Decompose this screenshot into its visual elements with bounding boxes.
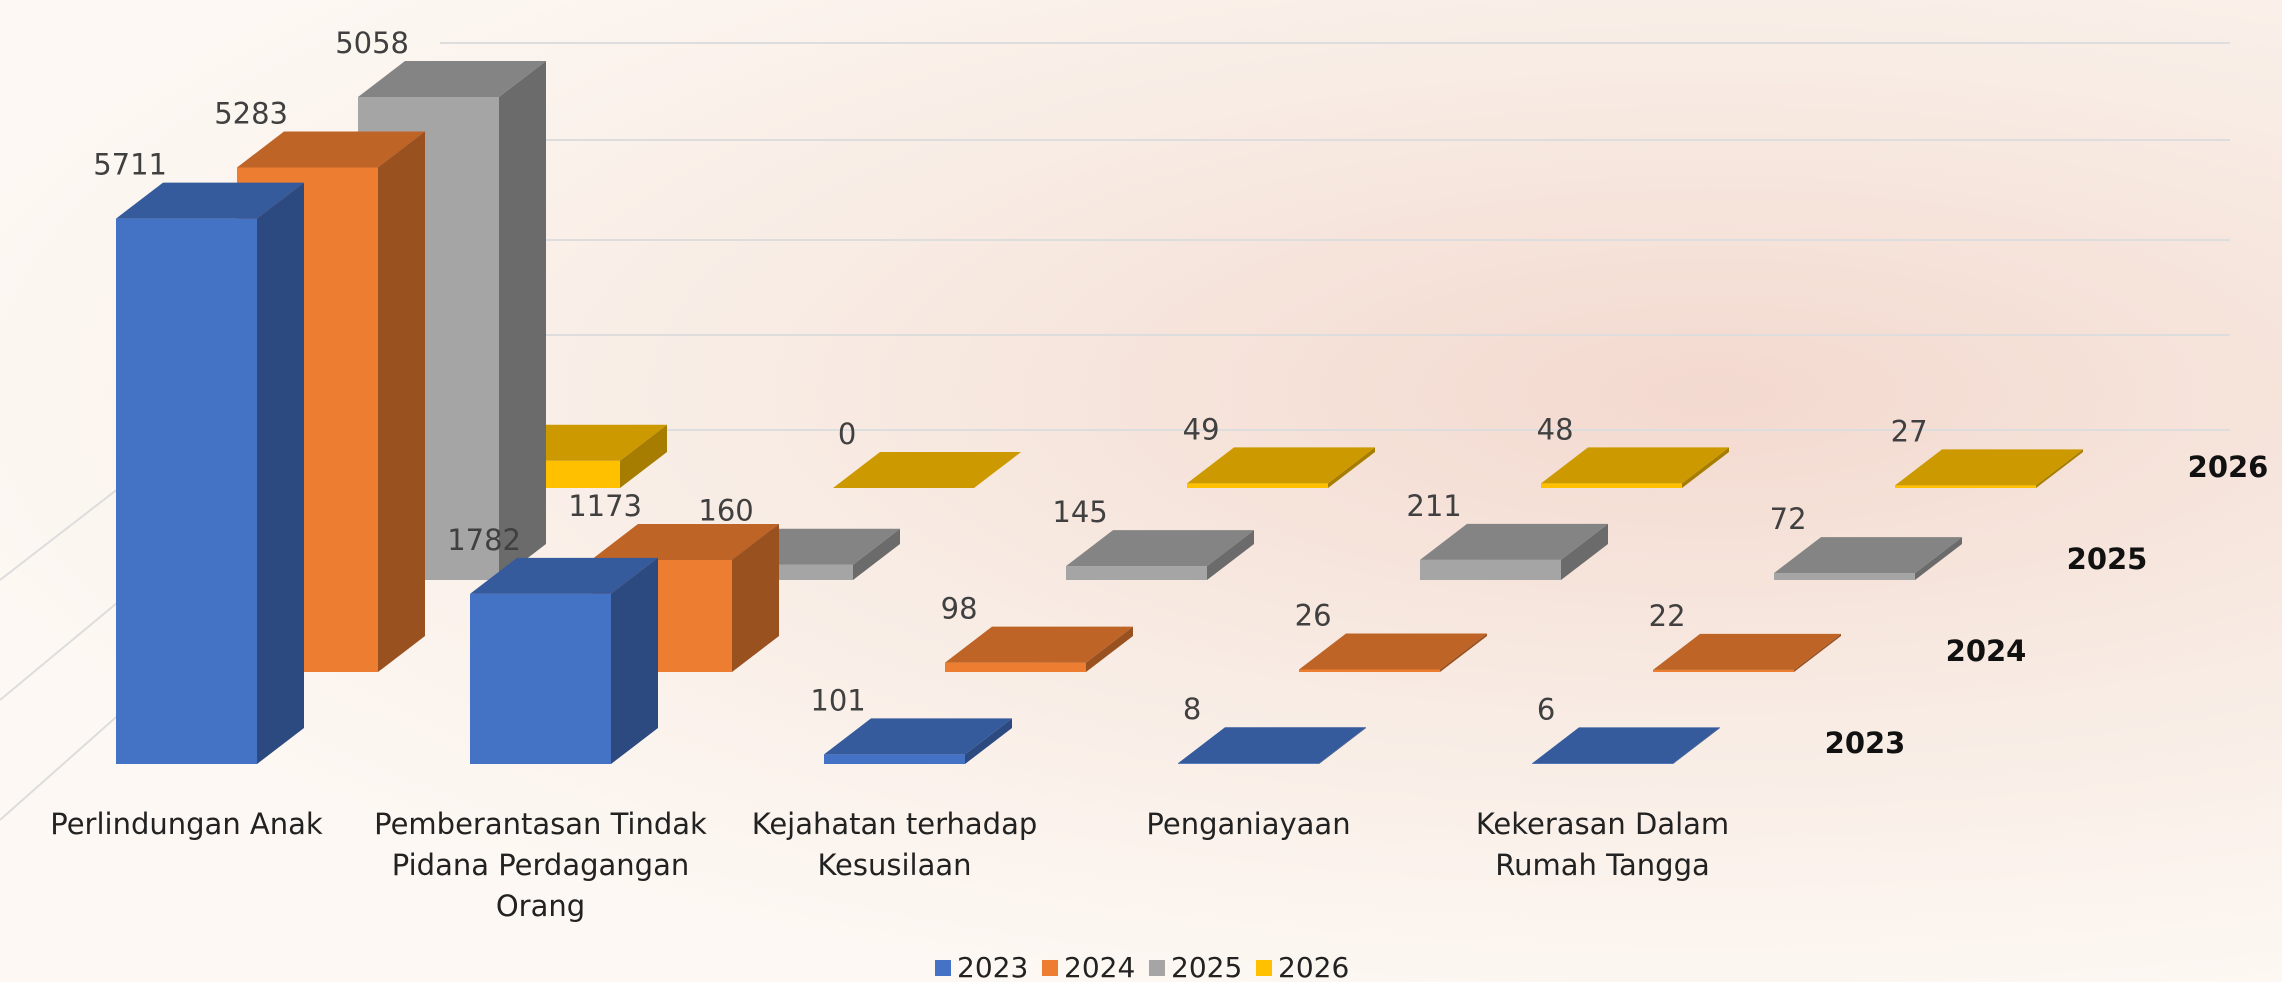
bar	[470, 558, 658, 764]
bar-top	[1187, 447, 1375, 483]
bar	[1774, 537, 1962, 580]
bar-top	[1532, 727, 1720, 763]
value-label: 211	[1406, 489, 1461, 523]
value-label: 1782	[447, 523, 521, 557]
bar-top	[1299, 634, 1487, 670]
bar	[116, 183, 304, 764]
depth-label: 2024	[1946, 634, 2027, 668]
x-tick-label: Pemberantasan Tindak Pidana Perdagangan …	[371, 804, 711, 927]
x-tick-label: Perlindungan Anak	[17, 804, 357, 845]
value-label: 8	[1183, 692, 1201, 726]
bar-side	[257, 183, 304, 764]
bar-top	[1895, 449, 2083, 485]
bar-top	[833, 452, 1021, 488]
bar-side	[499, 61, 546, 580]
bar-front	[1895, 485, 2036, 488]
bar-side	[611, 558, 658, 764]
bar-front	[1066, 566, 1207, 580]
value-label: 101	[810, 683, 865, 717]
bar-front	[1774, 573, 1915, 580]
bar	[1187, 447, 1375, 488]
bar	[833, 452, 1021, 488]
legend-label: 2025	[1171, 951, 1242, 982]
value-label: 1173	[568, 489, 642, 523]
legend-swatch	[1149, 960, 1165, 976]
value-label: 6	[1537, 692, 1555, 726]
x-tick-label: Penganiayaan	[1079, 804, 1419, 845]
value-label: 5711	[93, 148, 167, 182]
value-label: 27	[1891, 414, 1928, 448]
bar	[1895, 449, 2083, 488]
bar-front	[1541, 483, 1682, 488]
value-label: 26	[1295, 599, 1332, 633]
depth-label: 2025	[2067, 542, 2148, 576]
value-label: 0	[838, 417, 856, 451]
bar	[1299, 634, 1487, 672]
bar-side	[378, 131, 425, 672]
bar-front	[1532, 763, 1673, 764]
bar-top	[1653, 634, 1841, 670]
bar	[1541, 447, 1729, 488]
bar-top	[1178, 727, 1366, 763]
value-label: 48	[1537, 412, 1574, 446]
bar-top	[1774, 537, 1962, 573]
legend-label: 2026	[1278, 951, 1349, 982]
bar	[945, 627, 1133, 672]
value-label: 22	[1649, 599, 1686, 633]
bar-front	[470, 594, 611, 764]
value-label: 5058	[335, 26, 409, 60]
bar	[1653, 634, 1841, 672]
chart: 2850494827202650581601452117220255283117…	[0, 0, 2282, 982]
bar-front	[1420, 560, 1561, 580]
value-label: 72	[1770, 502, 1807, 536]
value-label: 145	[1052, 495, 1107, 529]
value-label: 160	[698, 494, 753, 528]
legend-swatch	[1256, 960, 1272, 976]
value-label: 98	[941, 592, 978, 626]
bar	[1178, 727, 1366, 764]
bar-front	[1178, 763, 1319, 764]
bar-top	[1541, 447, 1729, 483]
legend-swatch	[1042, 960, 1058, 976]
bar-front	[1653, 670, 1794, 672]
value-label: 5283	[214, 96, 288, 130]
bar	[1532, 727, 1720, 764]
legend-swatch	[935, 960, 951, 976]
bar-front	[1299, 670, 1440, 672]
bar-front	[945, 663, 1086, 672]
bar	[824, 718, 1012, 764]
value-label: 49	[1183, 412, 1220, 446]
bar-front	[116, 219, 257, 764]
bar-front	[1187, 483, 1328, 488]
bar-front	[824, 754, 965, 764]
legend-label: 2024	[1064, 951, 1135, 982]
bar	[1420, 524, 1608, 580]
depth-label: 2023	[1825, 726, 1906, 760]
x-tick-label: Kekerasan Dalam Rumah Tangga	[1433, 804, 1773, 886]
bar	[1066, 530, 1254, 580]
depth-label: 2026	[2188, 450, 2269, 484]
x-tick-label: Kejahatan terhadap Kesusilaan	[725, 804, 1065, 886]
legend-label: 2023	[957, 951, 1028, 982]
